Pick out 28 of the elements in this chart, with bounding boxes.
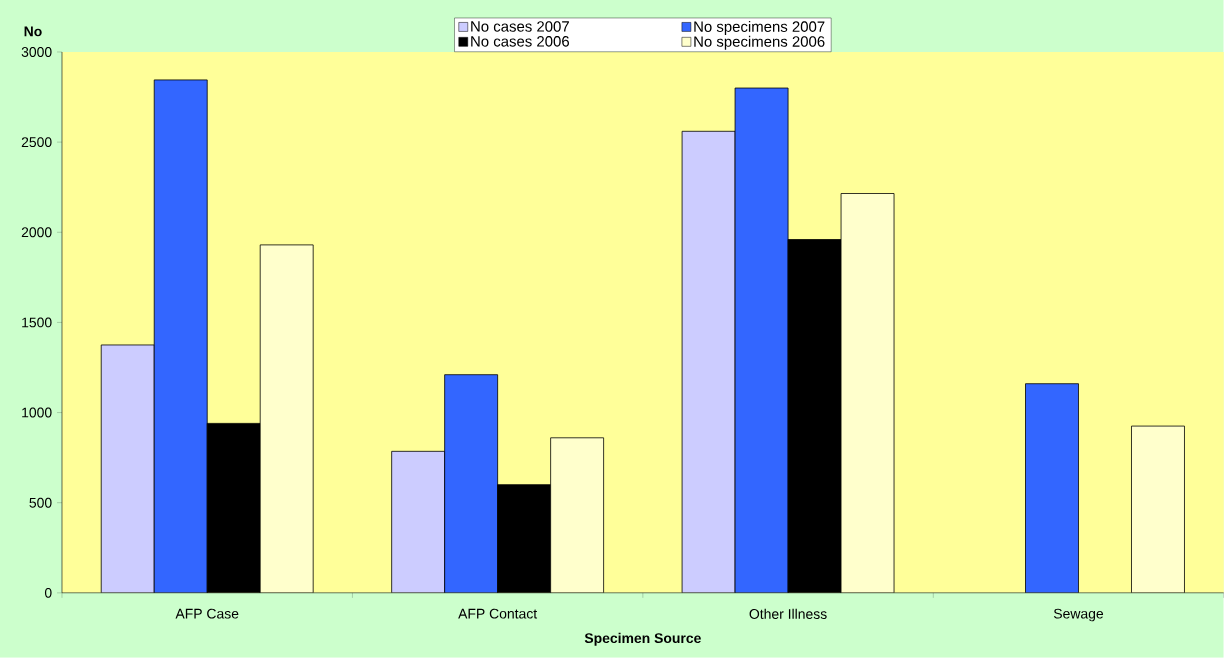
y-tick-label: 3000: [21, 47, 52, 57]
y-tick-label: 2500: [21, 137, 52, 148]
legend-label: No cases 2007: [471, 21, 569, 32]
y-axis-title: No: [24, 26, 42, 37]
bar: [1025, 383, 1079, 593]
legend-label: No specimens 2006: [694, 35, 825, 50]
bar: [550, 437, 605, 593]
bar: [444, 374, 499, 593]
y-tick-label: 500: [29, 497, 52, 508]
bar: [391, 451, 446, 593]
y-tick-label: 1500: [22, 317, 52, 328]
y-tick-label: 2000: [21, 227, 52, 238]
y-tick-label: 1000: [22, 407, 52, 418]
legend-label: No specimens 2007: [694, 21, 825, 35]
bar: [259, 244, 314, 593]
bar: [1131, 425, 1185, 593]
x-tick-label: Other Illness: [749, 608, 827, 620]
bar: [734, 87, 789, 593]
bar: [681, 130, 736, 593]
bar: [100, 344, 155, 593]
x-tick-label: AFP Case: [175, 608, 239, 619]
x-tick-label: AFP Contact: [458, 608, 538, 619]
x-tick-label: Sewage: [1053, 608, 1104, 622]
y-tick-label: 0: [44, 587, 52, 598]
bar: [153, 79, 208, 593]
legend-label: No cases 2006: [471, 36, 569, 47]
x-axis-title: Specimen Source: [584, 632, 701, 646]
bar: [840, 193, 895, 593]
